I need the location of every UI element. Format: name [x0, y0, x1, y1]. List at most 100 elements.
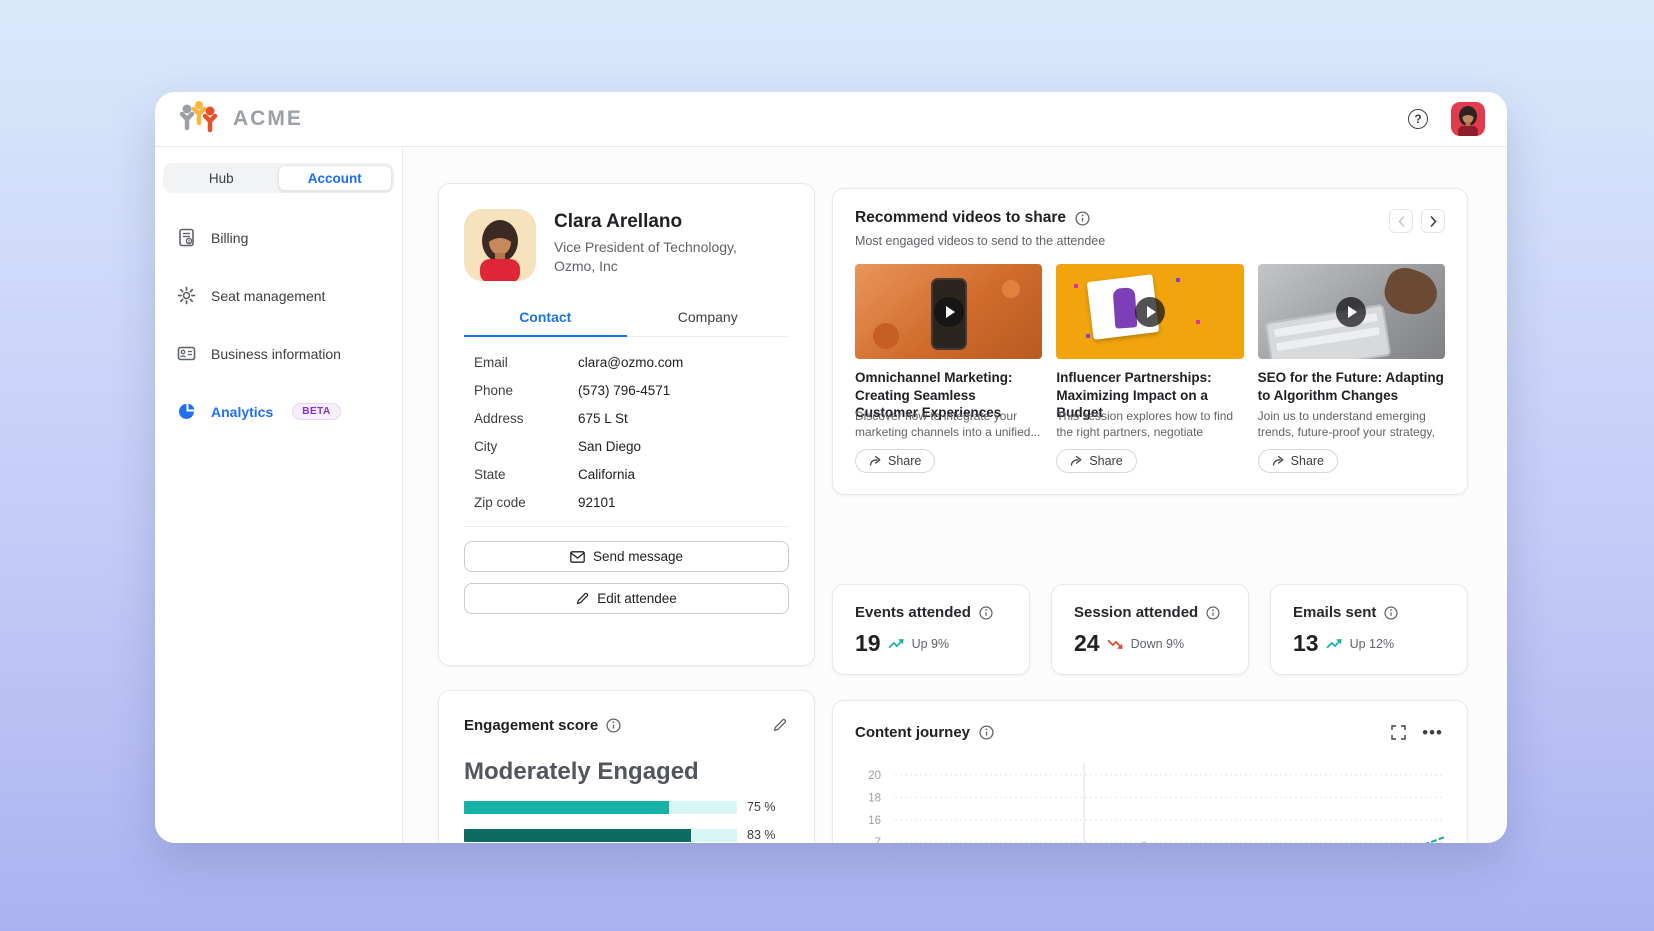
- pencil-icon: [576, 592, 589, 605]
- attendee-tabs: Contact Company: [464, 309, 789, 337]
- stat-emails-sent: Emails sent 13 Up 12%: [1270, 584, 1468, 675]
- gear-icon: [177, 286, 196, 305]
- field-zip: Zip code 92101: [474, 495, 616, 510]
- video-thumbnail[interactable]: [855, 264, 1043, 359]
- engagement-bar-row: 83 %: [464, 828, 789, 842]
- main-content: Clara Arellano Vice President of Technol…: [403, 147, 1507, 843]
- send-message-button[interactable]: Send message: [464, 541, 789, 572]
- info-icon[interactable]: [979, 605, 993, 620]
- engagement-level: Moderately Engaged: [464, 758, 699, 785]
- share-icon: [1272, 455, 1284, 466]
- help-button[interactable]: ?: [1405, 106, 1431, 132]
- toggle-hub[interactable]: Hub: [208, 170, 234, 186]
- svg-text:7: 7: [875, 837, 881, 843]
- brand: ACME: [177, 101, 303, 137]
- share-icon: [1071, 455, 1082, 466]
- help-icon: ?: [1408, 109, 1428, 129]
- brand-name: ACME: [233, 107, 303, 130]
- journey-title: Content journey: [855, 724, 970, 741]
- carousel-prev-button[interactable]: [1389, 209, 1413, 233]
- attendee-avatar: [464, 209, 536, 281]
- sidebar-item-label: Business information: [211, 345, 341, 362]
- tab-contact[interactable]: Contact: [464, 309, 627, 337]
- video-thumbnail[interactable]: [1257, 264, 1445, 359]
- bar-label: 75 %: [747, 800, 776, 814]
- edit-attendee-button[interactable]: Edit attendee: [464, 583, 789, 614]
- share-icon: [869, 455, 881, 466]
- attendee-profile: Clara Arellano Vice President of Technol…: [464, 209, 789, 281]
- svg-text:$: $: [188, 239, 191, 244]
- sidebar-nav: $ Billing Seat management: [163, 215, 394, 434]
- stat-value: 19: [855, 630, 881, 656]
- sidebar-item-seat-management[interactable]: Seat management: [163, 273, 394, 318]
- stats-row: Events attended 19 Up 9%: [832, 584, 1468, 675]
- stat-trend-label: Up 12%: [1349, 636, 1395, 651]
- bar-label: 83 %: [747, 828, 776, 842]
- fullscreen-icon: [1391, 725, 1406, 740]
- attendee-title: Vice President of Technology, Ozmo, Inc: [554, 239, 737, 274]
- fullscreen-button[interactable]: [1389, 723, 1408, 742]
- engagement-bar-row: 75 %: [464, 800, 789, 814]
- sidebar-item-analytics[interactable]: Analytics BETA: [163, 389, 394, 434]
- app-window: ACME ? Hub Account: [155, 92, 1507, 843]
- carousel-next-button[interactable]: [1421, 209, 1445, 233]
- stat-trend-label: Up 9%: [911, 636, 950, 651]
- trend-down-icon: [1107, 639, 1123, 649]
- field-email: Email clara@ozmo.com: [474, 355, 684, 370]
- engagement-score-card: Engagement score Moderately Engaged 75 %: [438, 690, 815, 843]
- stat-events-attended: Events attended 19 Up 9%: [832, 584, 1030, 675]
- svg-text:20: 20: [868, 770, 881, 782]
- attendee-name: Clara Arellano: [554, 211, 683, 232]
- info-icon[interactable]: [1075, 210, 1090, 226]
- sidebar-item-billing[interactable]: $ Billing: [163, 215, 394, 260]
- play-icon: [1336, 296, 1367, 327]
- video-description: Discover how to integrate your marketing…: [855, 409, 1041, 439]
- field-state: State California: [474, 467, 636, 482]
- id-card-icon: [177, 346, 196, 361]
- video-title: Omnichannel Marketing: Creating Seamless…: [855, 370, 1013, 421]
- stat-value: 13: [1293, 630, 1319, 656]
- sidebar-item-label: Billing: [211, 229, 249, 246]
- info-icon[interactable]: [979, 725, 994, 740]
- video-card: Influencer Partnerships: Maximizing Impa…: [1056, 264, 1244, 473]
- acme-logo-icon: [179, 101, 218, 133]
- field-phone: Phone (573) 796-4571: [474, 383, 671, 398]
- pencil-icon: [773, 718, 787, 732]
- video-title: Influencer Partnerships: Maximizing Impa…: [1056, 370, 1212, 421]
- sidebar-item-label: Analytics: [211, 403, 274, 420]
- invoice-icon: $: [179, 228, 194, 247]
- videos-subtitle: Most engaged videos to send to the atten…: [855, 234, 1106, 248]
- share-button[interactable]: Share: [1056, 449, 1137, 473]
- pie-chart-icon: [179, 403, 195, 419]
- share-button[interactable]: Share: [1257, 449, 1339, 473]
- more-options-button[interactable]: •••: [1420, 724, 1445, 741]
- field-address: Address 675 L St: [474, 411, 628, 426]
- edit-engagement-button[interactable]: [771, 716, 789, 734]
- share-button[interactable]: Share: [855, 449, 936, 473]
- video-title: SEO for the Future: Adapting to Algorith…: [1257, 370, 1444, 403]
- engagement-bar-75: [464, 800, 669, 814]
- video-description: This session explores how to find the ri…: [1056, 409, 1234, 439]
- play-icon: [933, 296, 964, 327]
- video-grid: Omnichannel Marketing: Creating Seamless…: [855, 264, 1445, 473]
- contact-fields: Email clara@ozmo.com Phone (573) 796-457…: [464, 355, 789, 510]
- videos-title: Recommend videos to share: [855, 209, 1067, 226]
- beta-badge: BETA: [292, 403, 341, 420]
- toggle-account[interactable]: Account: [277, 165, 392, 191]
- trend-up-icon: [1326, 638, 1342, 648]
- sidebar-item-business-information[interactable]: Business information: [163, 331, 394, 376]
- info-icon[interactable]: [606, 717, 621, 733]
- stat-trend-label: Down 9%: [1130, 636, 1185, 651]
- video-thumbnail[interactable]: [1056, 264, 1244, 359]
- video-card: SEO for the Future: Adapting to Algorith…: [1257, 264, 1445, 473]
- divider: [464, 526, 789, 527]
- info-icon[interactable]: [1384, 605, 1398, 620]
- info-icon[interactable]: [1206, 605, 1220, 620]
- tab-company[interactable]: Company: [677, 309, 738, 325]
- chevron-right-icon: [1430, 215, 1437, 227]
- user-avatar[interactable]: [1451, 102, 1485, 136]
- sidebar: Hub Account $ Billing: [155, 147, 403, 843]
- chevron-left-icon: [1397, 215, 1404, 227]
- hub-account-toggle: Hub Account: [163, 163, 394, 193]
